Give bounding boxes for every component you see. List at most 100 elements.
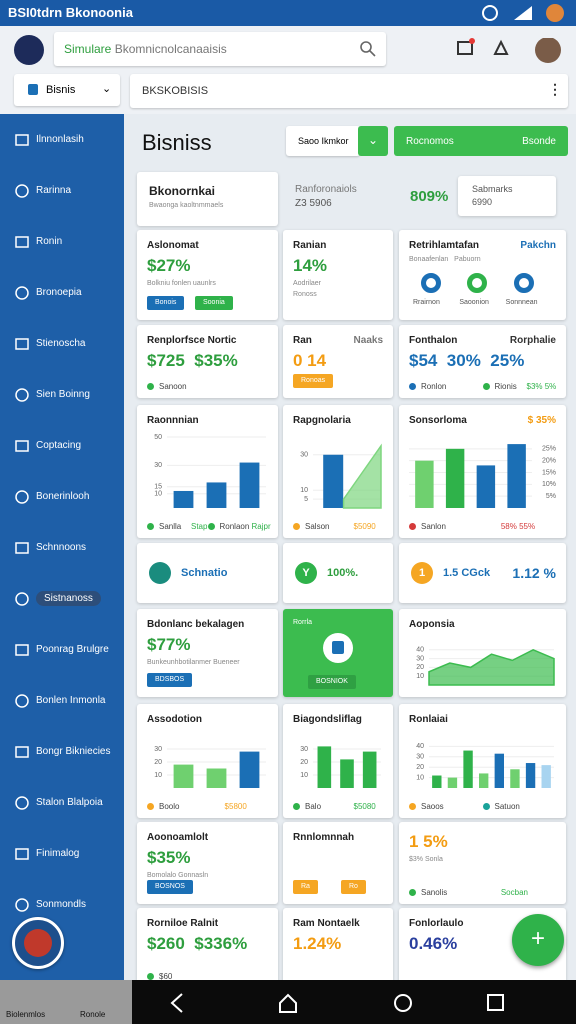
chart: 5 10 30 [300, 443, 382, 509]
nav-item[interactable]: Stienoscha [36, 338, 86, 349]
dropdown-icon [28, 84, 38, 95]
legend-text: Boolo [159, 802, 180, 811]
y-tick-label: 10 [154, 772, 162, 779]
card-title: Fonlorlaulo [409, 918, 464, 929]
card: Aoonoamlolt $35% Bomolalo Gonnasln BOSNOS [137, 822, 278, 904]
card: Raonnnian Sanlla Stap Ronlaon Rajpr 10 15 30 50 [137, 405, 278, 538]
card: Ran Naaks 0 14 Ronoas [283, 325, 393, 398]
card: 1 5% $3% Sonla Sanolis Socban [399, 822, 566, 904]
nav-icon [15, 134, 29, 146]
badge [149, 562, 171, 584]
area [342, 443, 382, 509]
system-nav[interactable] [160, 990, 520, 1016]
nav-item[interactable]: Bronoepia [36, 287, 82, 298]
bar [415, 460, 434, 508]
nav-item[interactable]: Sonmondls [36, 899, 87, 910]
nav-icon [15, 796, 29, 810]
icon-shape [15, 542, 29, 554]
bar [494, 753, 504, 788]
nav-item[interactable]: Bonlen Inmonla [36, 695, 106, 706]
card-title: Rorniloe Ralnit [147, 918, 219, 929]
y-tick-label: 20 [416, 664, 424, 671]
bar [445, 448, 465, 508]
nav-item[interactable]: Finimalog [36, 848, 80, 859]
y-tick-label: 30 [154, 746, 162, 753]
nav-item[interactable]: Poonrag Brulgre [36, 644, 109, 655]
legend-text: Sanolis [421, 888, 448, 897]
card-value: 1 5% [409, 832, 448, 851]
button[interactable]: Saoo Ikmkor [286, 126, 360, 156]
profile-avatar[interactable] [12, 917, 64, 969]
legend-text: Sanlon [421, 522, 446, 531]
search-field[interactable]: Simulare Bkomnicnolcanaaisis [54, 32, 386, 66]
nav-item[interactable]: Rarinna [36, 185, 72, 196]
nav-item[interactable]: Bongr Bikniecies [36, 746, 111, 757]
ring-label: Rrairnon [413, 299, 440, 306]
card-value: 0.46% [409, 934, 458, 953]
card: Rapgnolaria Salson $5090 5 10 30 [283, 405, 393, 538]
bar [476, 465, 496, 508]
button[interactable]: BDSBOS [147, 673, 193, 687]
primary-button[interactable]: Rocnomos Bsonde [394, 126, 568, 156]
metric-label: Ranforonaiols [295, 184, 357, 195]
card-title: Assodotion [147, 714, 202, 725]
y-tick-label: 10% [542, 481, 556, 488]
nav-icon [15, 644, 29, 656]
app-icons[interactable] [455, 38, 565, 68]
nav-item[interactable]: Coptacing [36, 440, 82, 451]
filter-field[interactable]: BKSKOBISIS ⋮ [130, 74, 568, 108]
legend-text: Balo [305, 802, 322, 811]
legend-note: Rajpr [251, 522, 271, 531]
tab[interactable]: Ronole [80, 1010, 106, 1019]
nav-icon [15, 746, 29, 758]
chevron: ⌄ [102, 83, 112, 95]
card-text: Ronoss [293, 291, 317, 298]
button[interactable]: BOSNOS [147, 880, 193, 894]
ring [421, 273, 441, 293]
button[interactable]: Ra [293, 880, 318, 894]
legend-dot [293, 523, 300, 530]
dropdown-button[interactable]: ⌄ [358, 126, 388, 156]
ring-label: Sonnnean [505, 299, 538, 306]
bar [239, 462, 260, 508]
button[interactable]: Ronoas [293, 374, 334, 388]
card-title: Ranian [293, 240, 327, 251]
nav-item[interactable]: Schnnoons [36, 542, 87, 553]
card-value: 1.24% [293, 934, 342, 953]
primary-button-tag: Bsonde [522, 136, 556, 147]
fab[interactable]: + [512, 914, 564, 966]
nav-icon [15, 286, 29, 300]
nav-item[interactable]: Stalon Blalpoia [36, 797, 103, 808]
dropdown-text: Bisnis [46, 84, 76, 96]
legend-text: Saoos [421, 802, 444, 811]
button[interactable]: Ro [341, 880, 366, 894]
nav-icon [15, 490, 29, 504]
card-value: $260 $336% [147, 934, 248, 953]
nav-item[interactable]: Ilnnonlasih [36, 134, 84, 145]
y-tick-label: 10 [154, 491, 162, 498]
icon-shape [15, 388, 29, 402]
button[interactable]: BOSNIOK [308, 675, 356, 689]
nav-item[interactable]: Sistnanoss [36, 591, 101, 606]
y-tick-label: 30 [300, 746, 308, 753]
legend-text: Salson [305, 522, 330, 531]
app-bar: Simulare Bkomnicnolcanaaisis Bisnis ⌄ BKS… [0, 26, 576, 114]
tab[interactable]: Biolenmlos [6, 1010, 46, 1019]
metric-value: Z3 5906 [295, 198, 332, 209]
filter-text: BKSKOBISIS [142, 85, 209, 97]
y-tick-label: 10 [416, 774, 424, 781]
status-icons [482, 4, 564, 22]
nav-item[interactable]: Sien Boinng [36, 389, 90, 400]
chart: 5% 10% 15% 20% 25% [409, 444, 556, 508]
button[interactable]: Soonia [195, 296, 233, 310]
bar [447, 777, 458, 788]
card-tag: 1.12 % [512, 565, 556, 581]
dropdown[interactable]: Bisnis ⌄ [14, 74, 120, 106]
nav-item[interactable]: Bonerinlooh [36, 491, 90, 502]
card-value: $77% [147, 635, 191, 654]
nav-item[interactable]: Ronin [36, 236, 63, 247]
icon-shape [15, 134, 29, 146]
button[interactable]: Bonois [147, 296, 185, 310]
